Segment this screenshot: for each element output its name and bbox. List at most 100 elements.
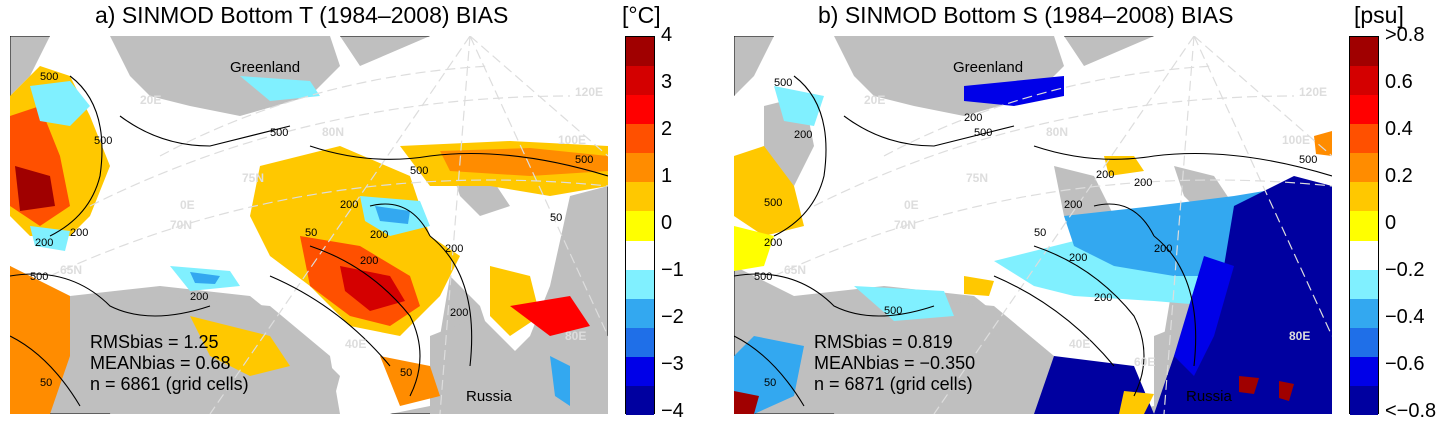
colorbar-segment xyxy=(626,153,654,183)
colorbar-tick-label: 3 xyxy=(661,71,673,93)
panel-b-bias-patch xyxy=(1314,131,1332,156)
svg-text:80E: 80E xyxy=(1289,329,1310,343)
panel-a-bias-patch xyxy=(10,266,70,414)
svg-text:50: 50 xyxy=(400,367,412,379)
colorbar-segment xyxy=(626,356,654,387)
colorbar-segment xyxy=(1350,124,1378,154)
panel-a-bias-patch xyxy=(375,206,410,224)
colorbar-segment xyxy=(626,240,654,271)
svg-text:20E: 20E xyxy=(864,93,885,107)
svg-text:200: 200 xyxy=(1064,199,1082,211)
colorbar-segment xyxy=(626,269,654,300)
svg-text:200: 200 xyxy=(764,237,782,249)
svg-text:100E: 100E xyxy=(558,133,586,147)
colorbar-segment xyxy=(1350,153,1378,183)
panel-b-bias-patch xyxy=(964,76,1064,106)
svg-text:500: 500 xyxy=(270,127,288,139)
colorbar-tick-label: −4 xyxy=(661,400,684,422)
svg-text:200: 200 xyxy=(450,307,468,319)
colorbar-tick-label: 0.2 xyxy=(1385,165,1413,187)
colorbar-tick-label: −0.6 xyxy=(1385,353,1425,375)
svg-text:50: 50 xyxy=(764,377,776,389)
colorbar-tick-label: −0.4 xyxy=(1385,306,1425,328)
svg-text:40E: 40E xyxy=(345,337,366,351)
svg-text:500: 500 xyxy=(764,197,782,209)
colorbar-segment xyxy=(1350,37,1378,67)
panel-a-rms-bias: RMSbias = 1.25 xyxy=(90,332,219,352)
svg-text:200: 200 xyxy=(360,255,378,267)
panel-b-title: b) SINMOD Bottom S (1984–2008) BIAS xyxy=(818,2,1234,28)
colorbar-tick-label: 0 xyxy=(661,212,673,234)
panel-a-bias-patch xyxy=(190,316,290,376)
svg-text:200: 200 xyxy=(370,229,388,241)
svg-text:500: 500 xyxy=(974,127,992,139)
colorbar-tick-label: >0.8 xyxy=(1385,24,1425,46)
panel-b-bias-patch xyxy=(734,226,774,271)
svg-text:500: 500 xyxy=(410,165,428,177)
panel-a-bias-patch xyxy=(510,296,590,336)
panel-b-bias-patch xyxy=(964,276,994,296)
colorbar-segment xyxy=(626,124,654,154)
panel-b-bias-patch xyxy=(1279,381,1294,401)
colorbar-segment xyxy=(1350,66,1378,96)
panel-a-unit-label: [°C] xyxy=(622,2,661,28)
panel-a-colorbar xyxy=(625,36,655,416)
colorbar-tick-label: 4 xyxy=(661,24,673,46)
colorbar-tick-label: <−0.8 xyxy=(1385,400,1437,422)
svg-text:65N: 65N xyxy=(784,263,806,277)
svg-text:500: 500 xyxy=(40,71,58,83)
svg-text:120E: 120E xyxy=(575,85,603,99)
panel-a-greenland-label: Greenland xyxy=(230,59,301,76)
colorbar-tick-label: −3 xyxy=(661,353,684,375)
colorbar-tick-label: −0.2 xyxy=(1385,259,1425,281)
svg-text:20E: 20E xyxy=(140,93,161,107)
colorbar-segment xyxy=(1350,385,1378,416)
svg-text:50: 50 xyxy=(305,227,317,239)
svg-text:200: 200 xyxy=(70,227,88,239)
colorbar-segment xyxy=(626,298,654,329)
svg-text:500: 500 xyxy=(30,271,48,283)
panel-b-bias-patch xyxy=(854,286,954,321)
svg-text:200: 200 xyxy=(1069,252,1087,264)
panel-b-bias-patch xyxy=(1119,391,1154,414)
panel-a-bias-patch xyxy=(190,272,220,284)
panel-b-unit-label: [psu] xyxy=(1354,2,1404,28)
colorbar-tick-label: 1 xyxy=(661,165,673,187)
colorbar-segment xyxy=(626,66,654,96)
colorbar-segment xyxy=(626,385,654,416)
svg-text:50: 50 xyxy=(40,377,52,389)
colorbar-segment xyxy=(1350,211,1378,242)
panel-b-norway-land xyxy=(834,296,1064,414)
svg-text:100E: 100E xyxy=(1282,133,1310,147)
panel-a-bias-patch xyxy=(30,226,70,251)
colorbar-segment xyxy=(1350,182,1378,212)
panel-b-russia-label: Russia xyxy=(1186,388,1232,405)
panel-a-map: 500 500 200 200 500 200 500 500 500 200 … xyxy=(10,36,608,414)
svg-text:75N: 75N xyxy=(966,171,988,185)
svg-text:200: 200 xyxy=(35,237,53,249)
svg-text:200: 200 xyxy=(1096,169,1114,181)
svg-text:40E: 40E xyxy=(1069,337,1090,351)
svg-text:65N: 65N xyxy=(60,263,82,277)
panel-b-bias-patch xyxy=(734,146,804,236)
panel-b-colorbar xyxy=(1349,36,1379,416)
svg-text:200: 200 xyxy=(190,291,208,303)
panel-a-bias-patch xyxy=(340,266,405,311)
panel-a-title: a) SINMOD Bottom T (1984–2008) BIAS xyxy=(95,2,509,28)
svg-text:200: 200 xyxy=(445,243,463,255)
panel-a-bias-patch xyxy=(380,356,440,406)
svg-text:70N: 70N xyxy=(170,218,192,232)
svg-text:500: 500 xyxy=(94,135,112,147)
panel-b-mean-bias: MEANbias = −0.350 xyxy=(814,353,976,373)
svg-text:70N: 70N xyxy=(894,218,916,232)
svg-text:500: 500 xyxy=(774,77,792,89)
svg-text:80N: 80N xyxy=(1046,125,1068,139)
panel-a-bias-patch xyxy=(440,148,608,176)
svg-text:80N: 80N xyxy=(322,125,344,139)
svg-text:200: 200 xyxy=(1094,292,1112,304)
colorbar-tick-label: 0 xyxy=(1385,212,1397,234)
svg-text:0E: 0E xyxy=(180,198,195,212)
colorbar-segment xyxy=(1350,240,1378,271)
svg-text:50: 50 xyxy=(550,212,562,224)
colorbar-tick-label: 2 xyxy=(661,118,673,140)
